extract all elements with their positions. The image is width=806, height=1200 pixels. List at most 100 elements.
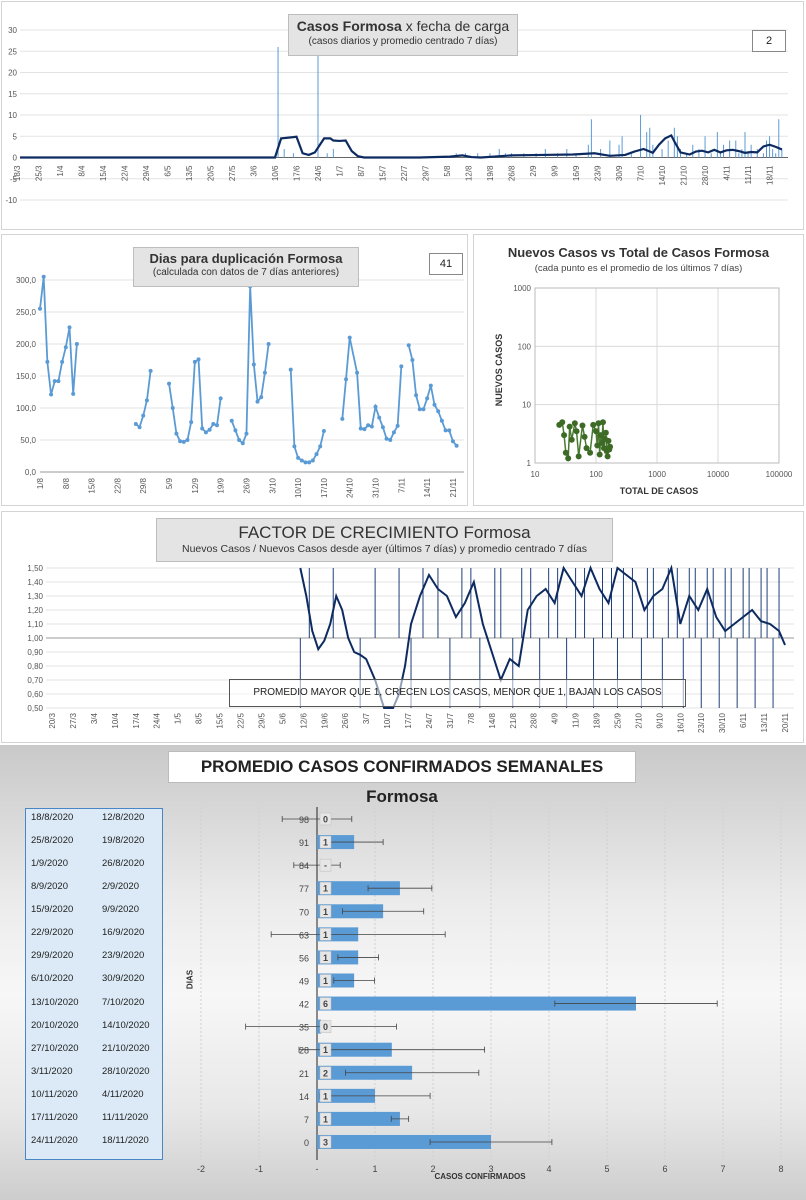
- x-tick-label: 22/8: [113, 477, 122, 493]
- doubling-point: [214, 423, 219, 428]
- x-tick-label: 29/7: [422, 165, 431, 181]
- doubling-point: [307, 460, 312, 465]
- week-start-date: 26/8/2020: [102, 858, 145, 870]
- doubling-line-segment: [230, 286, 270, 445]
- doubling-point: [443, 428, 448, 433]
- x-tick-label: 24/10: [346, 477, 355, 498]
- x-tick-label: 7/11: [397, 477, 406, 493]
- value-label-bg: [319, 951, 332, 964]
- plot-area: [534, 287, 780, 464]
- y-category-label: 84: [299, 861, 309, 871]
- y-tick-label: 15: [8, 90, 17, 99]
- scatter-point: [561, 432, 568, 439]
- doubling-point: [406, 343, 411, 348]
- y-category-label: 56: [299, 953, 309, 963]
- x-tick-label: 10/6: [271, 165, 280, 181]
- doubling-point: [60, 359, 65, 364]
- x-tick-label: 30/10: [718, 712, 727, 733]
- doubling-point: [41, 274, 46, 279]
- scatter-point: [605, 437, 612, 444]
- scatter-point: [575, 453, 582, 460]
- daily-cases-title-box: Casos Formosa x fecha de carga (casos di…: [288, 14, 518, 56]
- y-tick-label: 1,00: [27, 634, 43, 643]
- growth-factor-title: FACTOR DE CRECIMIENTO: [238, 523, 459, 542]
- scatter-point: [607, 443, 614, 450]
- y-tick-label: 0,90: [27, 648, 43, 657]
- x-tick-label: -2: [197, 1164, 205, 1174]
- doubling-point: [344, 377, 349, 382]
- x-tick-label: 22/4: [121, 165, 130, 181]
- value-label: 1: [323, 907, 328, 917]
- value-label: 1: [323, 976, 328, 986]
- x-tick-label: 30/9: [615, 165, 624, 181]
- scatter-point: [596, 451, 603, 458]
- y-tick-label: 0,0: [25, 468, 37, 477]
- doubling-point: [211, 422, 216, 426]
- doubling-point: [174, 431, 179, 436]
- x-tick-label: 22/5: [236, 712, 245, 728]
- x-tick-label: 3/7: [362, 712, 371, 724]
- doubling-point: [395, 423, 400, 428]
- x-tick-label: 23/9: [594, 165, 603, 181]
- x-tick-label: 20/11: [781, 712, 790, 732]
- week-end-date: 17/11/2020: [31, 1111, 78, 1123]
- x-tick-label: 20/3: [48, 712, 57, 728]
- week-date-ranges: 18/8/2020 12/8/2020 25/8/2020 19/8/2020 1/9/…: [25, 808, 163, 1160]
- weekly-bar: [317, 881, 400, 896]
- x-tick-label: 1/4: [56, 165, 65, 177]
- y-category-label: 70: [299, 907, 309, 917]
- y-category-label: 42: [299, 1000, 309, 1010]
- x-tick-label: 13/5: [185, 165, 194, 181]
- doubling-point: [450, 439, 455, 444]
- doubling-point: [266, 342, 271, 346]
- growth-factor-note: PROMEDIO MAYOR QUE 1, CRECEN LOS CASOS, …: [229, 679, 686, 707]
- value-label: 1: [323, 930, 328, 940]
- scatter-point: [579, 422, 586, 429]
- doubling-point: [148, 368, 153, 373]
- doubling-point: [318, 444, 323, 449]
- week-start-date: 12/8/2020: [102, 812, 145, 823]
- x-tick-label: 7/10: [637, 165, 646, 181]
- x-tick-label: 4/9: [551, 712, 560, 724]
- doubling-line-segment: [168, 357, 222, 443]
- weekly-average-ylabel: DIAS: [185, 969, 195, 990]
- doubling-point: [218, 396, 223, 401]
- y-category-label: 14: [299, 1092, 309, 1102]
- value-label-bg: [319, 1066, 332, 1080]
- doubling-point: [251, 362, 256, 367]
- week-start-date: 21/10/2020: [102, 1042, 150, 1054]
- doubling-point: [259, 395, 264, 400]
- x-tick-label: 10: [531, 470, 540, 479]
- doubling-point: [432, 402, 437, 407]
- doubling-days-badge: 41: [429, 253, 463, 275]
- y-tick-label: 100: [518, 342, 532, 351]
- scatter-point: [590, 421, 597, 428]
- x-tick-label: 10/4: [111, 712, 120, 728]
- scatter-point: [571, 420, 578, 427]
- x-tick-label: 11/9: [572, 712, 581, 728]
- scatter-point: [587, 449, 594, 456]
- new-vs-total-subtitle: (cada punto es el promedio de los último…: [534, 263, 743, 274]
- doubling-days-panel: 300,0 250,0 200,0 150,0 100,0 50,0 0,0 1/8 8/8 15…: [1, 234, 468, 506]
- doubling-point: [380, 425, 385, 430]
- doubling-point: [63, 345, 68, 350]
- doubling-point: [141, 413, 146, 418]
- doubling-point: [133, 422, 138, 426]
- doubling-point: [192, 359, 197, 364]
- y-tick-label: 1: [527, 459, 532, 468]
- x-tick-label: 17/4: [132, 712, 141, 728]
- y-tick-label: 1,40: [27, 578, 43, 587]
- doubling-point: [292, 444, 297, 449]
- x-tick-label: 19/6: [320, 712, 329, 728]
- x-tick-label: 15/5: [216, 712, 225, 728]
- doubling-point: [439, 418, 444, 423]
- x-tick-label: 8/7: [357, 165, 366, 177]
- x-tick-label: 29/5: [257, 712, 266, 728]
- scatter-point: [599, 419, 606, 426]
- x-tick-label: 4/11: [723, 165, 732, 181]
- x-tick-label: 7/8: [467, 712, 476, 724]
- scatter-point: [559, 419, 566, 426]
- doubling-point: [366, 423, 371, 428]
- x-tick-label: 2: [430, 1164, 435, 1174]
- doubling-point: [262, 370, 267, 375]
